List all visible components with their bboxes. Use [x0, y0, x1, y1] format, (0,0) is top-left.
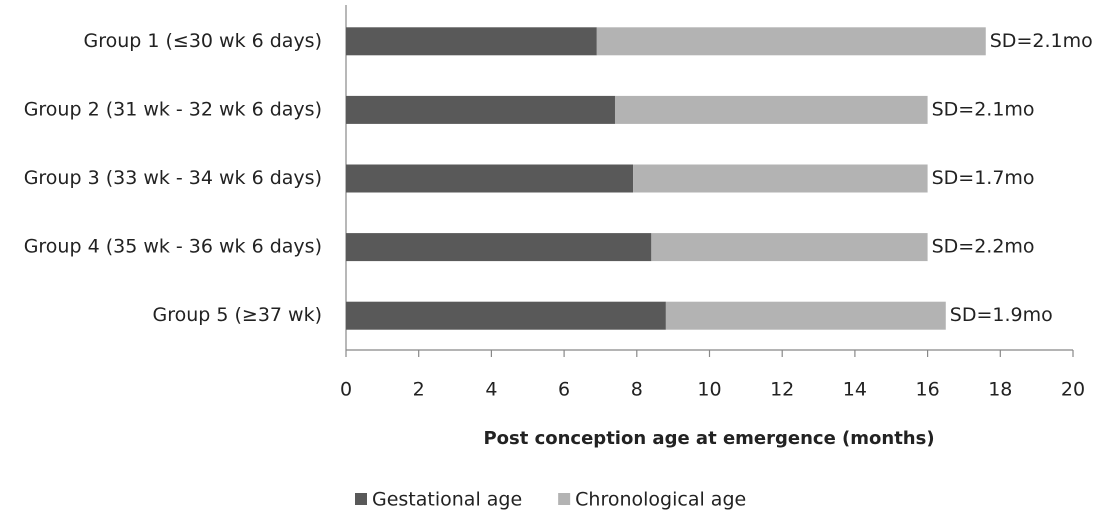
legend-swatch [558, 493, 571, 505]
y-tick-label: Group 1 (≤30 wk 6 days) [83, 30, 322, 52]
bar-segment [614, 95, 928, 124]
x-tick-label: 2 [413, 379, 425, 401]
x-tick-label: 6 [558, 379, 570, 401]
bar-segment [596, 27, 986, 56]
x-tick-label: 18 [988, 379, 1012, 401]
annotation: SD=2.1mo [990, 30, 1093, 52]
bar-segment [346, 301, 666, 330]
x-tick-label: 0 [340, 379, 352, 401]
bar-segment [346, 233, 652, 262]
x-tick-label: 16 [916, 379, 940, 401]
bar-segment [346, 164, 634, 193]
bar-segment [651, 233, 928, 262]
annotation: SD=2.1mo [932, 98, 1035, 120]
x-tick-label: 4 [485, 379, 497, 401]
legend-swatch [355, 493, 367, 505]
y-tick-label: Group 5 (≥37 wk) [152, 304, 322, 326]
x-tick-label: 8 [631, 379, 643, 401]
annotation: SD=2.2mo [932, 236, 1035, 258]
bar-segment [665, 301, 946, 330]
y-tick-label: Group 2 (31 wk - 32 wk 6 days) [24, 98, 322, 120]
x-tick-label: 12 [770, 379, 794, 401]
annotation: SD=1.9mo [950, 304, 1053, 326]
annotation: SD=1.7mo [932, 167, 1035, 189]
y-tick-label: Group 4 (35 wk - 36 wk 6 days) [24, 236, 322, 258]
bar-segment [633, 164, 928, 193]
x-tick-label: 20 [1061, 379, 1085, 401]
bar-segment [346, 27, 597, 56]
x-tick-label: 10 [697, 379, 721, 401]
bar-segment [346, 95, 615, 124]
x-tick-label: 14 [843, 379, 867, 401]
legend-label: Gestational age [372, 489, 522, 511]
y-tick-label: Group 3 (33 wk - 34 wk 6 days) [24, 167, 322, 189]
x-axis-title: Post conception age at emergence (months… [483, 428, 934, 449]
legend-label: Chronological age [575, 489, 746, 511]
